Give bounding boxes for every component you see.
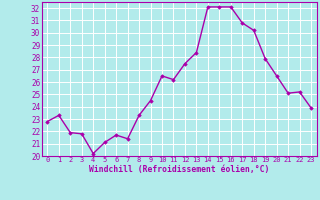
X-axis label: Windchill (Refroidissement éolien,°C): Windchill (Refroidissement éolien,°C) xyxy=(89,165,269,174)
